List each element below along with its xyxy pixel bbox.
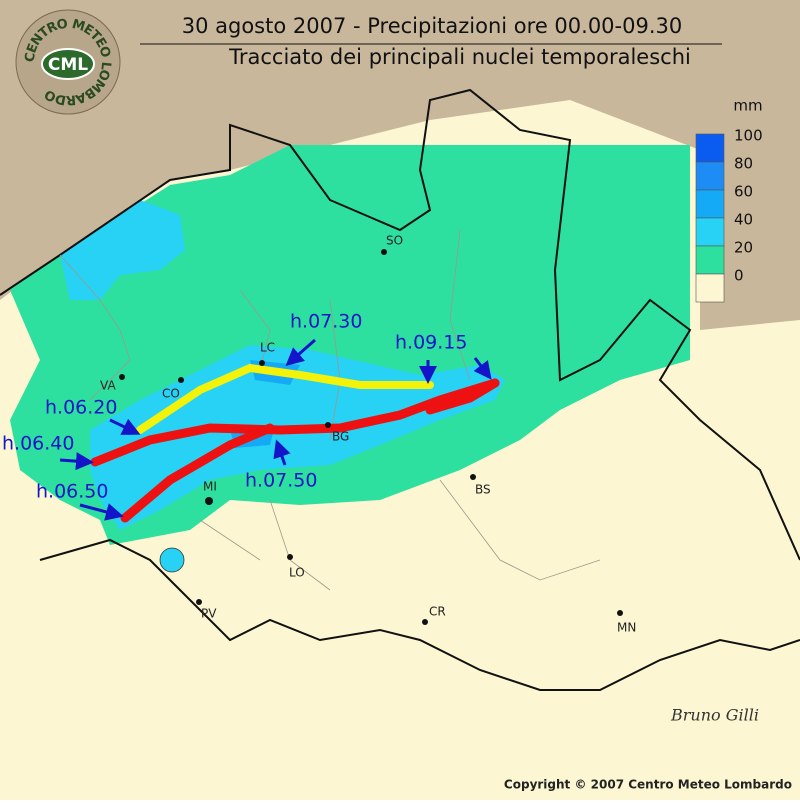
time-label: h.06.50 — [36, 481, 108, 503]
legend-swatch — [695, 245, 725, 275]
city-dot — [381, 249, 387, 255]
city-label: LO — [289, 566, 305, 580]
border-north — [0, 88, 800, 561]
city-dot — [287, 554, 293, 560]
city-label: SO — [386, 234, 403, 248]
city-label: BS — [475, 483, 491, 497]
legend-label: 20 — [734, 239, 753, 257]
border-south — [39, 538, 800, 691]
city-label: CR — [429, 605, 446, 619]
signature: Bruno Gilli — [670, 706, 759, 725]
legend-swatch — [695, 133, 725, 163]
time-label: h.06.40 — [2, 433, 74, 455]
logo-badge — [41, 48, 95, 80]
city-dot — [259, 360, 265, 366]
legend-swatch — [695, 161, 725, 191]
city-dot — [325, 422, 331, 428]
track-yellow — [136, 363, 434, 434]
city-dots — [119, 249, 623, 625]
track-red-2 — [120, 423, 275, 523]
city-dot — [470, 474, 476, 480]
legend-label: 80 — [734, 155, 753, 173]
arrow — [109, 418, 141, 435]
time-label: h.07.50 — [245, 470, 317, 492]
city-label: LC — [260, 341, 275, 355]
track-red-1 — [90, 378, 500, 467]
rain-40-60 — [230, 360, 300, 448]
legend-unit: mm — [733, 97, 762, 115]
legend-label: 100 — [734, 127, 763, 145]
rain-20-40 — [60, 200, 185, 300]
rain-cell — [159, 547, 185, 573]
legend-label: 40 — [734, 211, 753, 229]
city-dot — [205, 497, 213, 505]
arrow — [273, 439, 291, 466]
arrow — [59, 452, 94, 471]
arrow — [285, 338, 316, 366]
city-dot — [178, 377, 184, 383]
city-label: MN — [617, 621, 636, 635]
city-label: CO — [162, 387, 180, 401]
arrow — [473, 357, 492, 380]
city-dot — [617, 610, 623, 616]
time-label: h.07.30 — [290, 311, 362, 333]
city-label: MI — [203, 480, 217, 494]
city-label: BG — [332, 430, 349, 444]
logo-text: CML — [48, 55, 88, 75]
track-red-3 — [425, 378, 500, 415]
city-dot — [196, 599, 202, 605]
legend-label: 0 — [734, 267, 744, 285]
copyright: Copyright © 2007 Centro Meteo Lombardo — [504, 778, 792, 792]
legend-swatch — [695, 217, 725, 247]
legend-swatch — [695, 273, 725, 303]
legend-label: 60 — [734, 183, 753, 201]
city-dot — [422, 619, 428, 625]
city-label: PV — [201, 607, 217, 621]
arrows — [59, 338, 492, 521]
time-label: h.09.15 — [395, 332, 467, 354]
subtitle: Tracciato dei principali nuclei temporal… — [228, 45, 691, 69]
city-dot — [119, 374, 125, 380]
city-label: VA — [100, 379, 116, 393]
time-label: h.06.20 — [45, 397, 117, 419]
legend: 100 80 60 40 20 0 — [695, 127, 763, 303]
legend-swatch — [695, 189, 725, 219]
arrow — [79, 503, 124, 521]
title: 30 agosto 2007 - Precipitazioni ore 00.0… — [182, 14, 683, 38]
